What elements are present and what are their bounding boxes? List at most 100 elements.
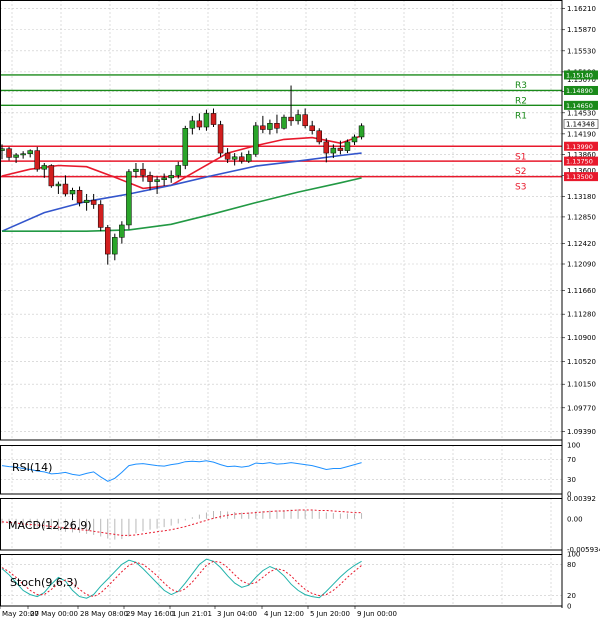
candle-body <box>154 179 160 182</box>
stoch-tick: 0 <box>567 603 571 611</box>
current-price-box <box>563 119 599 129</box>
candle-body <box>34 150 40 170</box>
level-name-s2: S2 <box>515 167 526 177</box>
macd-tick: 0.00 <box>567 515 583 523</box>
price-axis: 1.162101.158701.155301.151901.148701.145… <box>562 5 600 611</box>
axis-tick-label: 1.10150 <box>567 381 596 389</box>
level-name-r2: R2 <box>515 96 527 106</box>
axis-tick-label: 1.13860 <box>567 151 596 159</box>
chart-grid <box>0 0 562 440</box>
candle-body <box>119 224 125 238</box>
axis-tick-label: 1.12090 <box>567 261 596 269</box>
level-name-s1: S1 <box>515 152 526 162</box>
macd-tick: 0.00392 <box>567 495 596 503</box>
candle-body <box>210 113 217 125</box>
level-name-s3: S3 <box>515 183 526 193</box>
axis-tick-label: 1.15530 <box>567 47 596 55</box>
time-tick-label: 29 May 16:00 <box>126 610 174 618</box>
candle-body <box>147 175 153 182</box>
ma-line <box>1 152 362 232</box>
candle-body <box>358 125 365 138</box>
axis-tick-label: 1.14190 <box>567 130 596 138</box>
rsi-tick: 100 <box>567 442 580 450</box>
moving-averages <box>1 134 362 232</box>
candle-body <box>97 204 104 228</box>
candle-body <box>316 130 322 143</box>
axis-tick-label: 1.09770 <box>567 404 596 412</box>
candle-body <box>274 123 280 129</box>
current-price-label: 1.14348 <box>566 121 595 129</box>
axis-tick-label: 1.10900 <box>567 334 596 342</box>
time-tick-label: 9 Jun 00:00 <box>357 610 397 618</box>
macd-title: MACD(12,26,9) <box>8 519 92 532</box>
candle-body <box>126 171 132 226</box>
candle-body <box>196 120 203 128</box>
candle-body <box>55 183 62 187</box>
candle-body <box>161 177 167 180</box>
stoch-title: Stoch(9,6,3) <box>10 576 78 589</box>
level-name-r3: R3 <box>515 81 527 91</box>
candle-body <box>27 150 33 154</box>
time-tick-label: 28 May 08:00 <box>80 610 128 618</box>
axis-tick-label: 1.10520 <box>567 358 596 366</box>
rsi-line <box>1 460 362 482</box>
stoch-d-line <box>1 560 362 598</box>
time-tick-label: May 20:00 <box>2 610 39 618</box>
stoch-tick: 20 <box>567 592 576 600</box>
candle-body <box>13 154 19 158</box>
candle-body <box>48 165 55 187</box>
time-tick-label: 5 Jun 20:00 <box>310 610 350 618</box>
candle-body <box>224 152 231 160</box>
candle-body <box>246 154 252 162</box>
time-tick-label: 1 Jun 21:01 <box>172 610 212 618</box>
level-price-label: 1.14890 <box>566 87 593 95</box>
candle-body <box>337 147 344 151</box>
stoch-tick: 80 <box>567 561 576 569</box>
axis-tick-label: 1.09390 <box>567 428 596 436</box>
candle-body <box>344 141 351 151</box>
candle-body <box>267 123 273 130</box>
candle-body <box>133 168 139 172</box>
candle-body <box>203 113 210 128</box>
rsi-tick: 70 <box>567 456 576 464</box>
axis-tick-label: 1.12850 <box>567 213 596 221</box>
macd-tick: -0.005934 <box>567 546 600 554</box>
candle-body <box>330 147 337 154</box>
axis-tick-label: 1.15870 <box>567 26 596 34</box>
candle-body <box>140 168 146 176</box>
candle-body <box>238 156 245 162</box>
axis-tick-label: 1.11280 <box>567 311 596 319</box>
candle-body <box>83 199 90 203</box>
candle-body <box>20 153 26 156</box>
rsi-tick: 30 <box>567 476 576 484</box>
stoch-tick: 100 <box>567 551 580 559</box>
level-price-label: 1.14650 <box>566 102 593 110</box>
level-price-label: 1.15140 <box>566 71 593 79</box>
level-price-label: 1.13500 <box>566 173 593 181</box>
candle-body <box>76 190 83 203</box>
candle-body <box>69 190 76 195</box>
candle-body <box>105 227 111 255</box>
macd-signal-line <box>1 509 362 536</box>
candle-body <box>323 141 330 154</box>
pivot-levels: R3 R2 R1 S1 S2 S3 <box>0 74 562 193</box>
rsi-tick: 0 <box>567 491 571 499</box>
axis-tick-label: 1.12420 <box>567 240 596 248</box>
level-price-box <box>564 100 598 110</box>
candle-body <box>41 165 48 170</box>
candle-body <box>62 183 69 195</box>
time-tick-label: 27 May 00:00 <box>30 610 78 618</box>
candle-body <box>189 120 196 129</box>
level-price-box <box>564 141 598 151</box>
candle-body <box>0 148 5 151</box>
level-price-box <box>564 156 598 166</box>
candle-body <box>260 125 266 130</box>
indicator-titles: RSI(14) MACD(12,26,9) Stoch(9,6,3) <box>8 461 92 589</box>
ma-line <box>1 134 362 190</box>
candle-body <box>231 156 238 160</box>
candle-body <box>6 148 12 158</box>
time-tick-label: 4 Jun 12:00 <box>264 610 304 618</box>
candlesticks <box>0 85 365 265</box>
